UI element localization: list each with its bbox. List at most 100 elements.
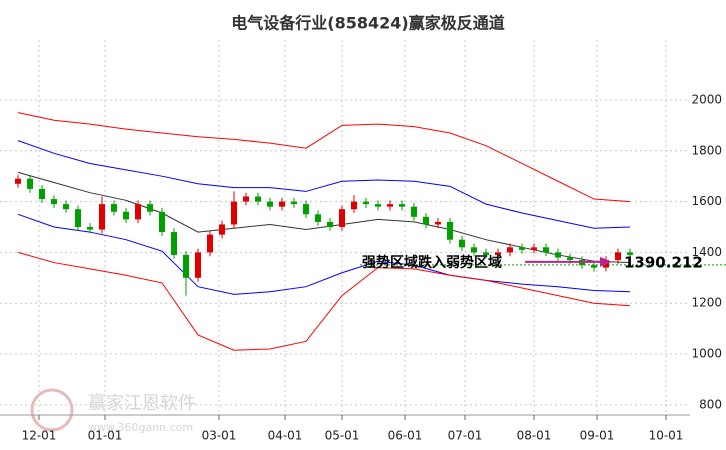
x-tick-label: 12-01 (22, 429, 57, 443)
candle (99, 196, 105, 234)
candle (51, 195, 57, 208)
candle-body (447, 221, 453, 240)
candle-body (399, 204, 405, 207)
band-line (17, 251, 631, 351)
watermark-url: www.360gann.com (88, 421, 193, 434)
candle (243, 192, 249, 206)
candle (171, 228, 177, 259)
candle (387, 200, 393, 211)
x-tick-label: 09-01 (580, 429, 615, 443)
y-tick-label: 800 (699, 397, 722, 411)
candle-body (567, 257, 573, 261)
candle (531, 243, 537, 254)
x-tick-label: 07-01 (448, 429, 483, 443)
candle (15, 174, 21, 188)
candle (591, 261, 597, 272)
candle (183, 251, 189, 296)
candle-body (543, 247, 549, 253)
candle (63, 200, 69, 214)
candle (327, 218, 333, 231)
candle-body (423, 216, 429, 225)
candle (147, 200, 153, 216)
x-tick-label: 01-01 (88, 429, 123, 443)
candle-body (555, 252, 561, 258)
candle (507, 243, 513, 257)
candle-body (435, 221, 441, 225)
candle-body (339, 209, 345, 227)
candle (351, 195, 357, 214)
candle-body (75, 209, 81, 227)
y-tick-label: 1000 (691, 347, 722, 361)
candle-body (267, 201, 273, 207)
candle-body (483, 252, 489, 255)
candle-body (135, 204, 141, 220)
candle (279, 197, 285, 211)
candle-body (51, 199, 57, 205)
y-tick-label: 2000 (691, 92, 722, 106)
x-tick-label: 10-01 (649, 429, 684, 443)
candle (399, 200, 405, 211)
last-price-label: 1390.212 (624, 253, 703, 271)
x-tick-label: 05-01 (325, 429, 360, 443)
candle-body (303, 204, 309, 215)
x-tick-label: 03-01 (202, 429, 237, 443)
candle (123, 207, 129, 224)
watermark-name: 赢家江恩软件 (88, 392, 196, 414)
candle-body (615, 252, 621, 261)
y-tick-label: 1600 (691, 194, 722, 208)
candle (231, 191, 237, 229)
candle (303, 200, 309, 219)
candle-body (255, 196, 261, 202)
candle (207, 230, 213, 257)
x-tick-label: 08-01 (517, 429, 552, 443)
candle (315, 210, 321, 226)
candle (195, 248, 201, 282)
band-line (17, 213, 631, 295)
candle-body (387, 204, 393, 207)
candle-body (111, 204, 117, 212)
candle-body (195, 252, 201, 278)
candle-body (231, 201, 237, 225)
candle (255, 192, 261, 206)
candle-body (159, 211, 165, 233)
candle (135, 200, 141, 224)
candle-body (147, 204, 153, 212)
candle (435, 218, 441, 229)
candle (219, 220, 225, 239)
candle (267, 197, 273, 211)
candle-body (27, 178, 33, 189)
watermark-logo (30, 388, 74, 432)
candle (423, 213, 429, 229)
x-tick-label: 04-01 (268, 429, 303, 443)
candle (483, 248, 489, 259)
annotation: 强势区域跌入弱势区域 (362, 254, 502, 271)
candle-body (123, 211, 129, 220)
candle-body (63, 204, 69, 210)
y-tick-label: 1800 (691, 143, 722, 157)
candle-body (363, 201, 369, 205)
candle (543, 243, 549, 257)
y-tick-label: 1200 (691, 296, 722, 310)
candle-body (531, 247, 537, 250)
candle-body (39, 188, 45, 200)
candle (555, 248, 561, 262)
candle (363, 197, 369, 208)
candle (111, 200, 117, 216)
band-line (17, 112, 631, 203)
y-tick-label: 1400 (691, 245, 722, 259)
candle-body (171, 232, 177, 255)
candle (39, 185, 45, 203)
watermark: 赢家江恩软件 www.360gann.com (30, 388, 196, 434)
candle-body (375, 204, 381, 207)
signal-arrow (600, 256, 612, 267)
candle (159, 207, 165, 236)
candle-body (183, 254, 189, 278)
candle-body (219, 224, 225, 235)
candle (471, 243, 477, 257)
candle (27, 174, 33, 193)
candle-body (207, 234, 213, 253)
x-tick-label: 06-01 (388, 429, 423, 443)
candle (291, 197, 297, 208)
candle-body (471, 247, 477, 253)
